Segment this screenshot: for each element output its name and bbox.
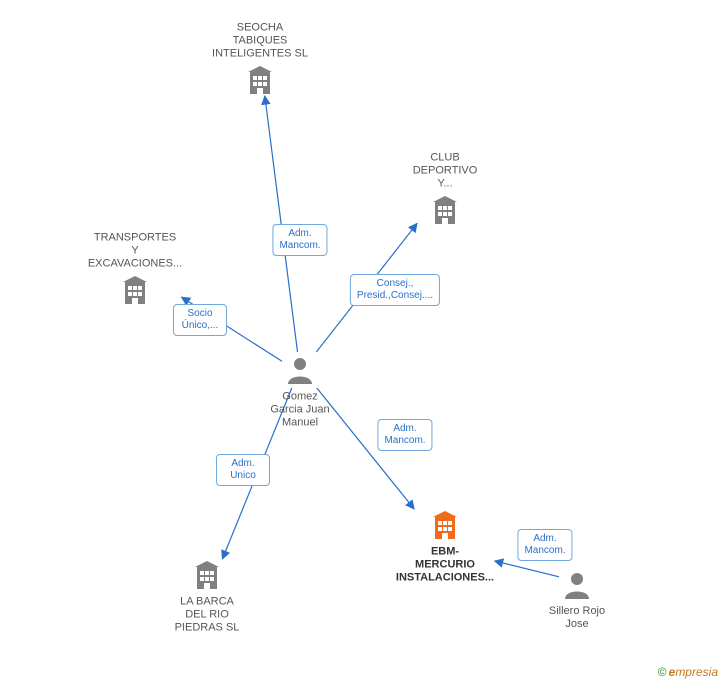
brand-name: empresia bbox=[669, 665, 718, 679]
node-label-center: Gomez Garcia Juan Manuel bbox=[270, 390, 329, 429]
building-icon bbox=[429, 194, 461, 226]
building-icon bbox=[119, 274, 151, 306]
edge-label-center-club: Consej., Presid.,Consej.... bbox=[350, 274, 440, 306]
node-club[interactable] bbox=[429, 194, 461, 226]
building-icon bbox=[191, 559, 223, 591]
node-sillero[interactable] bbox=[561, 569, 593, 601]
person-icon bbox=[284, 354, 316, 386]
node-label-ebm: EBM- MERCURIO INSTALACIONES... bbox=[396, 545, 494, 584]
node-labarca[interactable] bbox=[191, 559, 223, 591]
building-icon bbox=[244, 64, 276, 96]
edge-label-center-seocha: Adm. Mancom. bbox=[272, 224, 327, 256]
node-label-labarca: LA BARCA DEL RIO PIEDRAS SL bbox=[175, 595, 240, 634]
edge-label-center-labarca: Adm. Unico bbox=[216, 454, 270, 486]
person-icon bbox=[561, 569, 593, 601]
node-label-sillero: Sillero Rojo Jose bbox=[549, 605, 605, 631]
edge-label-center-ebm: Adm. Mancom. bbox=[377, 419, 432, 451]
building-icon bbox=[429, 509, 461, 541]
node-transportes[interactable] bbox=[119, 274, 151, 306]
edge-sillero-ebm bbox=[495, 561, 559, 577]
node-ebm[interactable] bbox=[429, 509, 461, 541]
copyright-symbol: © bbox=[658, 665, 667, 679]
footer-brand: ©empresia bbox=[658, 665, 718, 679]
node-label-transportes: TRANSPORTES Y EXCAVACIONES... bbox=[88, 231, 182, 270]
edge-label-sillero-ebm: Adm. Mancom. bbox=[517, 529, 572, 561]
node-label-seocha: SEOCHA TABIQUES INTELIGENTES SL bbox=[212, 21, 308, 60]
node-seocha[interactable] bbox=[244, 64, 276, 96]
node-label-club: CLUB DEPORTIVO Y... bbox=[413, 151, 478, 190]
node-center[interactable] bbox=[284, 354, 316, 386]
edge-label-center-transportes: Socio Único,... bbox=[173, 304, 227, 336]
